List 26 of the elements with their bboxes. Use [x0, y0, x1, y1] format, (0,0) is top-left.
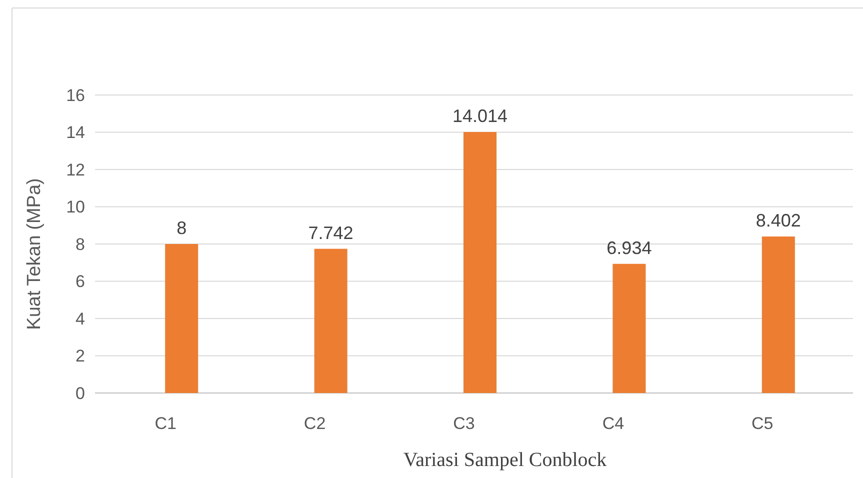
x-tick-label: C2 [304, 414, 326, 433]
bar [464, 132, 496, 393]
data-label: 8 [176, 218, 187, 238]
y-tick-label: 0 [76, 384, 85, 403]
data-label: 7.742 [308, 222, 354, 243]
y-tick-label: 6 [76, 272, 85, 292]
data-label: 6.934 [606, 238, 652, 258]
x-axis-title: Variasi Sampel Conblock [403, 449, 607, 471]
y-tick-label: 8 [76, 234, 85, 254]
x-tick-label: C3 [453, 414, 475, 433]
y-tick-label: 16 [66, 86, 85, 105]
bar [762, 236, 795, 393]
data-label: 8.402 [756, 210, 801, 231]
bar [314, 248, 348, 393]
bar [165, 244, 198, 393]
y-tick-label: 12 [66, 160, 85, 180]
data-label: 14.014 [452, 106, 508, 126]
y-tick-label: 4 [76, 309, 85, 328]
y-axis-title: Kuat Tekan (MPa) [24, 178, 45, 330]
y-tick-label: 14 [66, 123, 85, 142]
x-tick-label: C1 [154, 414, 176, 433]
bar [612, 264, 646, 393]
y-tick-label: 2 [76, 346, 85, 366]
y-tick-label: 10 [66, 198, 85, 217]
x-tick-label: C4 [602, 414, 624, 433]
x-tick-label: C5 [752, 414, 774, 433]
